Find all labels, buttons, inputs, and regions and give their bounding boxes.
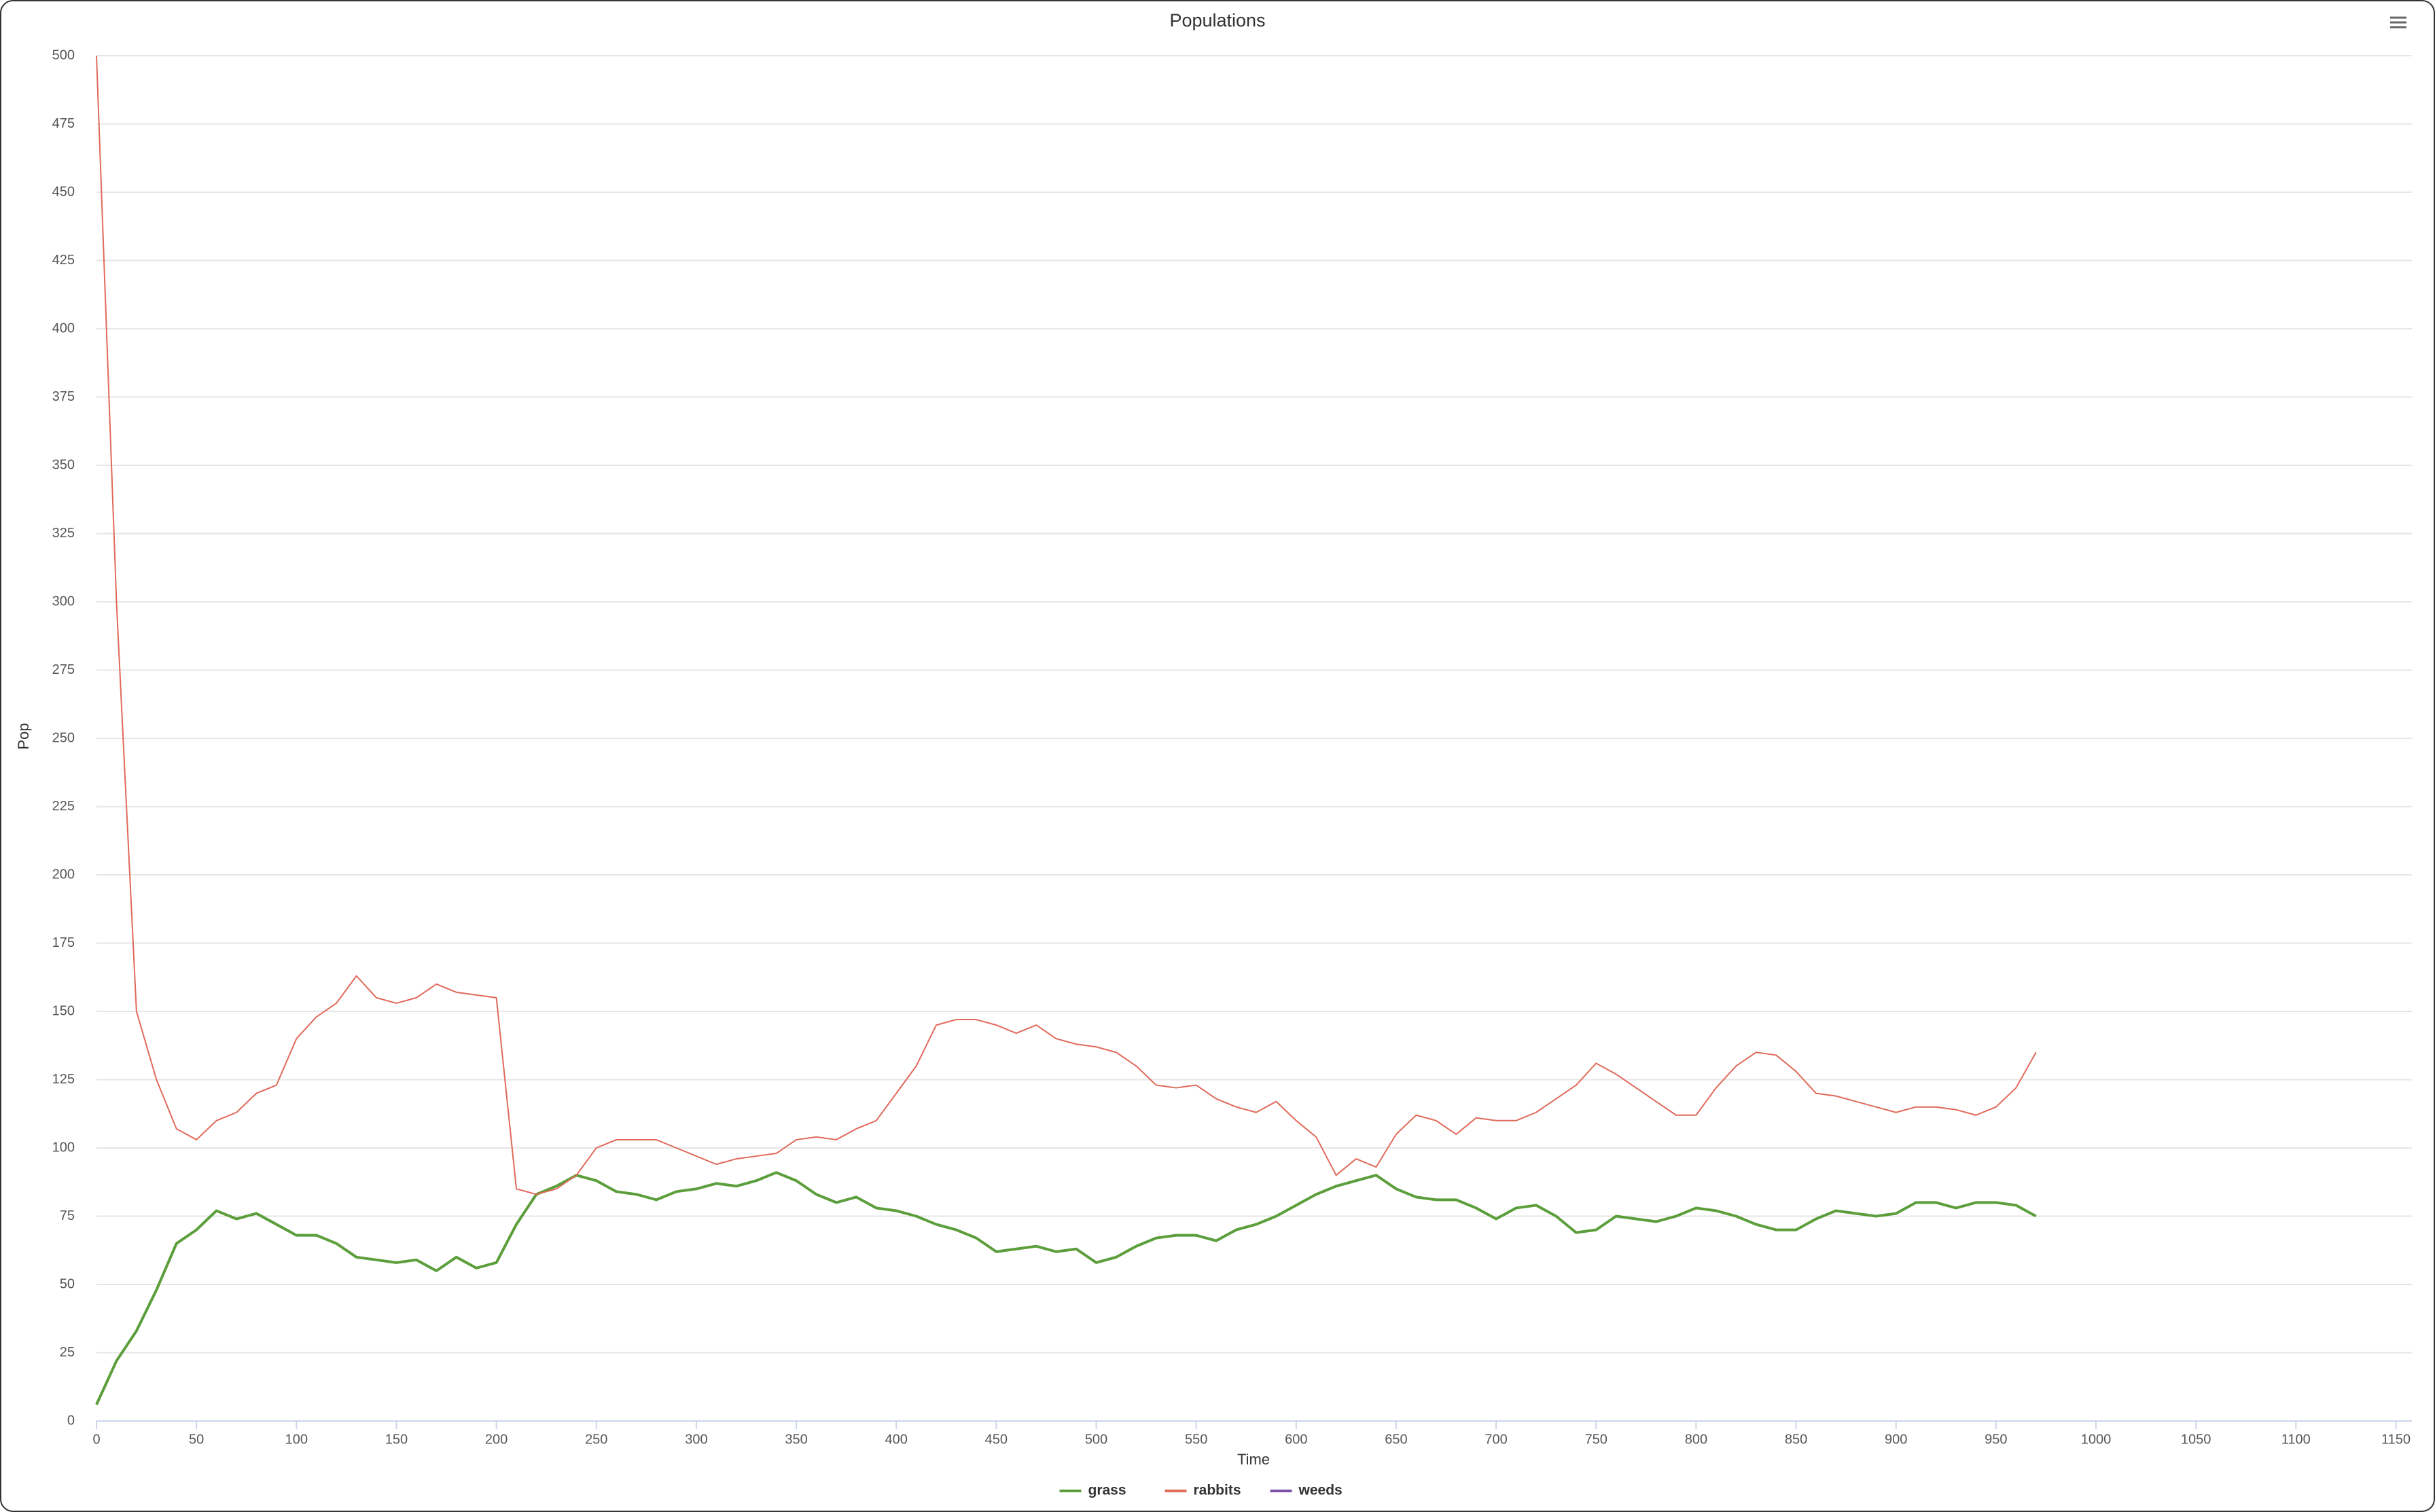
y-tick-label: 125 <box>52 1072 75 1087</box>
x-tick-label: 900 <box>1885 1432 1907 1447</box>
x-tick-label: 50 <box>189 1432 204 1447</box>
x-tick-label: 0 <box>92 1432 100 1447</box>
y-tick-label: 275 <box>52 662 75 677</box>
y-tick-label: 475 <box>52 116 75 131</box>
y-tick-label: 50 <box>60 1276 75 1291</box>
x-tick-label: 750 <box>1585 1432 1607 1447</box>
y-tick-label: 150 <box>52 1003 75 1018</box>
x-tick-label: 850 <box>1785 1432 1807 1447</box>
x-tick-label: 800 <box>1685 1432 1707 1447</box>
legend-label: rabbits <box>1194 1483 1241 1498</box>
y-tick-label: 75 <box>60 1208 75 1223</box>
menu-button[interactable] <box>2390 16 2406 29</box>
x-tick-label: 300 <box>685 1432 707 1447</box>
x-tick-label: 950 <box>1985 1432 2007 1447</box>
x-tick-label: 1050 <box>2181 1432 2211 1447</box>
y-tick-label: 325 <box>52 526 75 541</box>
chart-title: Populations <box>1169 10 1265 31</box>
y-tick-label: 425 <box>52 253 75 268</box>
x-tick-label: 500 <box>1085 1432 1107 1447</box>
y-tick-label: 375 <box>52 389 75 404</box>
y-tick-label: 200 <box>52 867 75 882</box>
y-tick-label: 100 <box>52 1140 75 1155</box>
series-line <box>95 1171 2037 1405</box>
y-tick-label: 25 <box>60 1345 75 1360</box>
legend-item[interactable]: rabbits <box>1165 1483 1241 1498</box>
x-tick-label: 600 <box>1285 1432 1307 1447</box>
x-tick-label: 100 <box>285 1432 308 1447</box>
x-tick-label: 1000 <box>2081 1432 2112 1447</box>
y-tick-label: 400 <box>52 321 75 336</box>
y-tick-label: 450 <box>52 184 75 199</box>
legend-label: grass <box>1088 1483 1126 1498</box>
x-tick-label: 400 <box>885 1432 908 1447</box>
legend-label: weeds <box>1298 1483 1343 1498</box>
y-tick-label: 300 <box>52 594 75 609</box>
legend-item[interactable]: grass <box>1059 1483 1126 1498</box>
y-tick-label: 500 <box>52 48 75 62</box>
x-tick-label: 150 <box>385 1432 408 1447</box>
x-tick-label: 650 <box>1385 1432 1407 1447</box>
x-tick-label: 1100 <box>2281 1432 2311 1447</box>
y-tick-label: 225 <box>52 799 75 814</box>
legend-item[interactable]: weeds <box>1270 1483 1343 1498</box>
x-tick-label: 1150 <box>2381 1432 2411 1447</box>
x-tick-label: 250 <box>585 1432 607 1447</box>
x-tick-label: 700 <box>1485 1432 1507 1447</box>
y-tick-label: 250 <box>52 730 75 745</box>
x-axis-label: Time <box>1237 1451 1270 1468</box>
y-tick-label: 350 <box>52 457 75 472</box>
y-tick-label: 0 <box>67 1413 75 1428</box>
x-tick-label: 450 <box>985 1432 1008 1447</box>
y-tick-label: 175 <box>52 935 75 950</box>
x-tick-label: 200 <box>485 1432 508 1447</box>
y-axis-label: Pop <box>15 723 32 749</box>
x-tick-label: 550 <box>1185 1432 1207 1447</box>
series-line <box>96 55 2037 1195</box>
x-tick-label: 350 <box>785 1432 807 1447</box>
